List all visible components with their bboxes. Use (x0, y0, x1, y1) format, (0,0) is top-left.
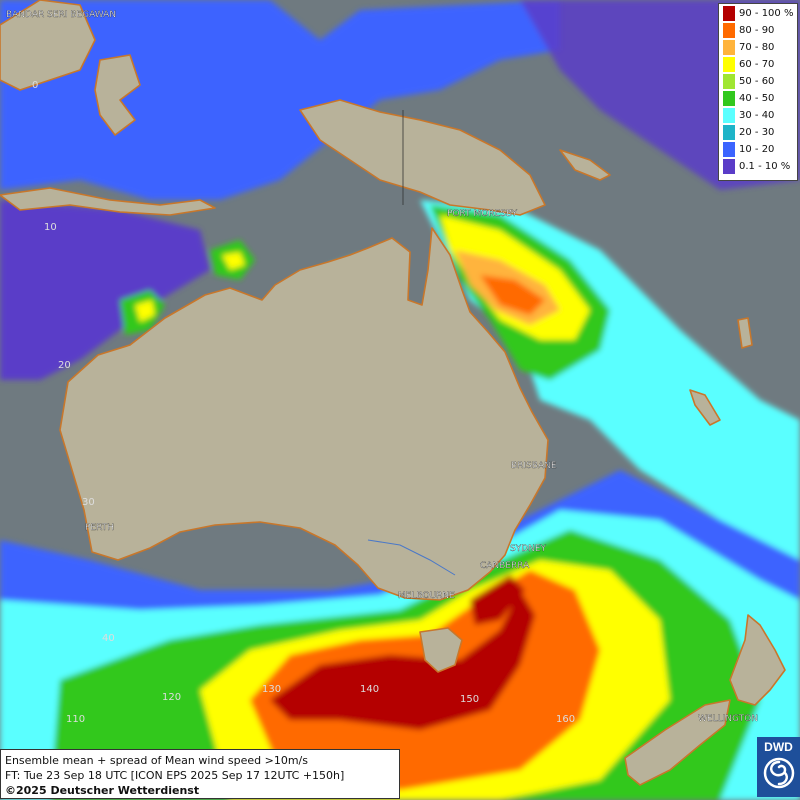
legend-label: 0.1 - 10 % (739, 161, 791, 172)
legend-row: 60 - 70 (723, 57, 795, 72)
borneo (0, 0, 96, 91)
legend-swatch (723, 40, 735, 55)
vanuatu (689, 389, 721, 426)
legend-label: 10 - 20 (739, 144, 775, 155)
new-guinea (299, 99, 546, 216)
dwd-swirl-icon (763, 757, 795, 789)
new-caledonia (737, 317, 753, 349)
probability-legend: 90 - 100 % 80 - 90 70 - 80 60 - 70 50 - … (718, 3, 798, 181)
field-north-blue (0, 0, 560, 200)
legend-label: 30 - 40 (739, 110, 775, 121)
sunda-islands (0, 187, 216, 216)
field-northwest-purple (0, 200, 210, 380)
forecast-info-box: Ensemble mean + spread of Mean wind spee… (0, 749, 400, 799)
dwd-logo-text: DWD (764, 740, 793, 754)
city-label-canberra: CANBERRA (480, 561, 530, 571)
city-label-wellington: WELLINGTON (698, 714, 758, 724)
australia (59, 227, 549, 601)
legend-label: 80 - 90 (739, 25, 775, 36)
legend-swatch (723, 74, 735, 89)
legend-swatch (723, 6, 735, 21)
city-label-port-moresby: PORT MORESBY (447, 209, 518, 219)
lat-label-20: 20 (58, 360, 71, 371)
city-label-brisbane: BRISBANE (511, 461, 557, 471)
legend-label: 20 - 30 (739, 127, 775, 138)
legend-row: 20 - 30 (723, 125, 795, 140)
copyright: ©2025 Deutscher Wetterdienst (5, 784, 200, 797)
new-zealand-south (624, 699, 731, 786)
city-label-melbourne: MELBOURNE (398, 591, 455, 601)
lon-label-120: 120 (162, 692, 181, 703)
lat-label-40: 40 (102, 633, 115, 644)
legend-label: 70 - 80 (739, 42, 775, 53)
legend-swatch (723, 159, 735, 174)
city-label-sydney: SYDNEY (510, 544, 547, 554)
legend-label: 60 - 70 (739, 59, 775, 70)
field-bass-red (470, 575, 525, 625)
legend-row: 10 - 20 (723, 142, 795, 157)
city-label-perth: PERTH (85, 523, 114, 533)
field-nw-blob1-core (135, 300, 155, 322)
field-nw-blob2-core (222, 252, 245, 270)
dwd-logo: DWD (757, 737, 800, 797)
city-label-bandar: BANDAR SERI BEGAWAN (6, 10, 116, 20)
legend-row: 90 - 100 % (723, 6, 795, 21)
product-description: Ensemble mean + spread of Mean wind spee… (5, 754, 308, 767)
legend-row: 70 - 80 (723, 40, 795, 55)
legend-row: 50 - 60 (723, 74, 795, 89)
lon-label-150: 150 (460, 694, 479, 705)
legend-swatch (723, 57, 735, 72)
tasmania (419, 627, 463, 673)
land (0, 0, 786, 786)
forecast-time: FT: Tue 23 Sep 18 UTC [ICON EPS 2025 Sep… (5, 769, 345, 782)
lon-label-160: 160 (556, 714, 575, 725)
new-zealand-north (729, 614, 786, 706)
legend-swatch (723, 108, 735, 123)
legend-label: 40 - 50 (739, 93, 775, 104)
legend-row: 40 - 50 (723, 91, 795, 106)
legend-row: 80 - 90 (723, 23, 795, 38)
legend-label: 50 - 60 (739, 76, 775, 87)
lon-label-110: 110 (66, 714, 85, 725)
lon-label-130: 130 (262, 684, 281, 695)
lon-label-140: 140 (360, 684, 379, 695)
sulawesi (94, 54, 141, 136)
field-east-red (480, 275, 545, 315)
legend-row: 30 - 40 (723, 108, 795, 123)
solomon-islands (559, 149, 611, 181)
field-south-red (270, 590, 535, 730)
lat-label-0: 0 (32, 80, 38, 91)
murray-river (367, 539, 456, 576)
legend-swatch (723, 125, 735, 140)
lat-label-10: 10 (44, 222, 57, 233)
legend-swatch (723, 23, 735, 38)
legend-label: 90 - 100 % (739, 8, 794, 19)
legend-swatch (723, 142, 735, 157)
legend-swatch (723, 91, 735, 106)
lat-label-30: 30 (82, 497, 95, 508)
legend-row: 0.1 - 10 % (723, 159, 795, 174)
